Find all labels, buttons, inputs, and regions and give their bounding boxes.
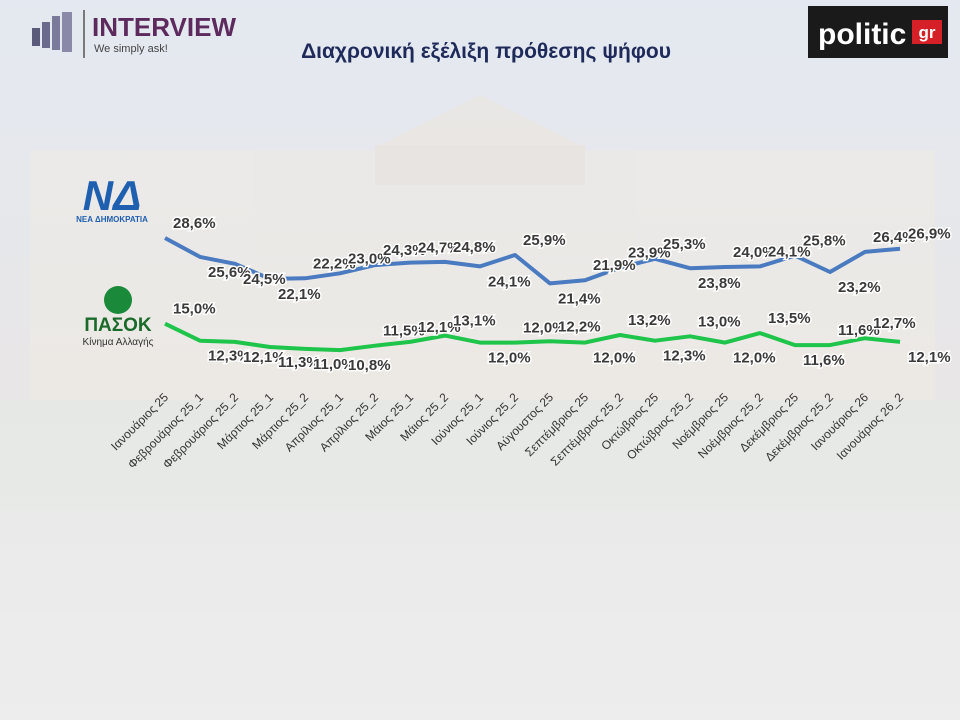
brand: INTERVIEW (92, 12, 236, 42)
value-label: 12,0% (488, 350, 531, 367)
value-label: 12,0% (523, 320, 566, 337)
value-label: 13,5% (768, 310, 811, 327)
value-label: 12,3% (208, 348, 251, 365)
value-label: 25,8% (803, 233, 846, 250)
value-label: 22,1% (278, 286, 321, 303)
nd-name: ΝΕΑ ΔΗΜΟΚΡΑΤΙΑ (76, 215, 148, 224)
value-label: 25,9% (523, 232, 566, 249)
value-label: 12,2% (558, 318, 601, 335)
value-label: 23,8% (698, 275, 741, 292)
pasok-mark: ΠΑΣΟΚ (84, 315, 152, 336)
value-label: 23,2% (838, 279, 881, 296)
chart-title: Διαχρονική εξέλιξη πρόθεσης ψήφου (301, 40, 671, 63)
interview-logo: INTERVIEW We simply ask! (32, 10, 236, 58)
value-label: 21,4% (558, 290, 601, 307)
pasok-logo: ΠΑΣΟΚ Κίνημα Αλλαγής (83, 286, 154, 348)
value-label: 11,6% (803, 352, 845, 369)
politic-logo: politic gr (808, 6, 948, 58)
value-label: 23,9% (628, 245, 671, 262)
value-label: 22,2% (313, 255, 356, 272)
nd-logo: ΝΔ ΝΕΑ ΔΗΜΟΚΡΑΤΙΑ (76, 172, 148, 224)
value-label: 10,8% (348, 357, 391, 374)
value-label: 12,7% (873, 315, 916, 332)
value-label: 15,0% (173, 301, 216, 318)
value-label: 12,1% (418, 319, 461, 336)
value-label: 25,3% (663, 236, 706, 253)
value-label: 26,9% (908, 226, 951, 243)
value-label: 11,6% (838, 322, 880, 339)
value-label: 12,1% (243, 349, 286, 366)
value-label: 24,5% (243, 271, 286, 288)
pasok-name: Κίνημα Αλλαγής (83, 336, 154, 348)
value-label: 13,1% (453, 313, 496, 330)
value-label: 24,8% (453, 239, 496, 256)
value-label: 11,0% (313, 356, 355, 373)
tagline: We simply ask! (94, 43, 168, 55)
value-label: 12,0% (593, 350, 636, 367)
nd-mark: ΝΔ (83, 172, 142, 219)
value-label: 13,0% (698, 313, 741, 330)
background-building (0, 95, 960, 720)
value-label: 12,0% (733, 350, 776, 367)
series-line (164, 321, 901, 353)
value-label: 26,4% (873, 229, 916, 246)
value-label: 21,9% (593, 257, 636, 274)
series-line (164, 236, 901, 286)
value-label: 24,1% (488, 273, 531, 290)
value-label: 28,6% (173, 215, 216, 232)
value-label: 23,0% (348, 250, 391, 267)
value-label: 12,1% (908, 349, 951, 366)
partner-suffix: gr (919, 23, 936, 42)
partner-main: politic (818, 18, 906, 51)
value-label: 24,0% (733, 244, 776, 261)
value-label: 13,2% (628, 312, 671, 329)
value-label: 11,3% (278, 354, 320, 371)
value-label: 24,7% (418, 240, 461, 257)
value-label: 24,3% (383, 242, 426, 259)
value-label: 25,6% (208, 264, 251, 281)
value-label: 24,1% (768, 243, 811, 260)
value-label: 12,3% (663, 348, 706, 365)
value-label: 11,5% (383, 323, 425, 340)
